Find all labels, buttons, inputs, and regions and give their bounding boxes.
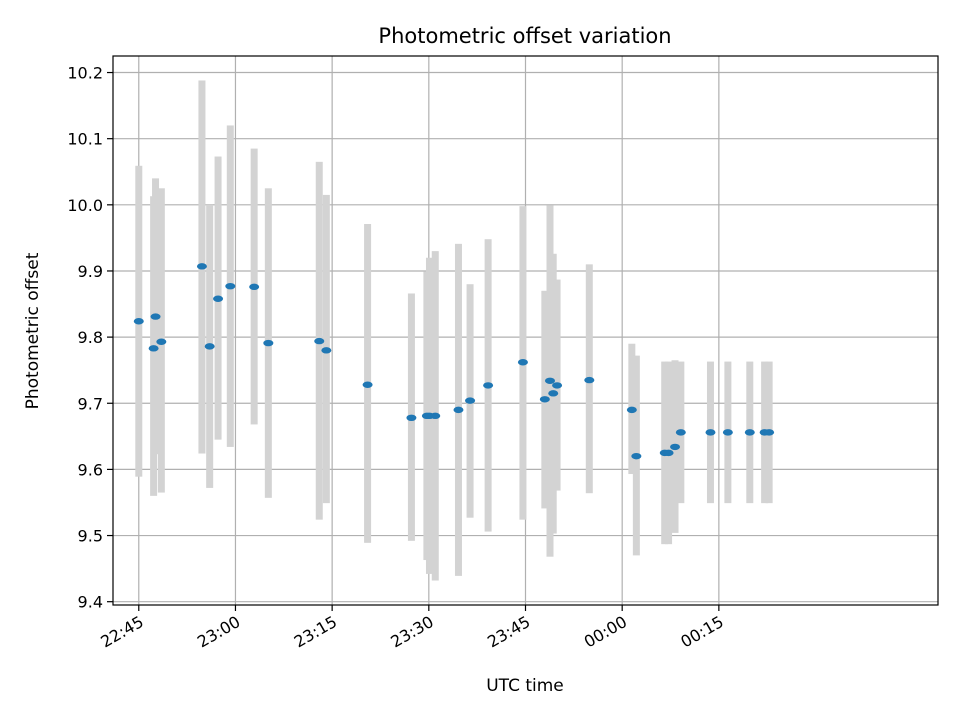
x-tick-label: 22:45	[97, 612, 146, 652]
data-point	[213, 295, 224, 302]
data-point	[321, 347, 332, 354]
y-tick-label: 10.2	[67, 64, 103, 83]
data-point	[133, 318, 144, 325]
y-tick-label: 10.0	[67, 196, 103, 215]
y-axis-label: Photometric offset	[23, 252, 43, 409]
x-tick-label: 23:45	[484, 612, 533, 652]
data-point	[517, 359, 528, 366]
x-tick-label: 23:30	[387, 612, 436, 652]
data-point	[225, 282, 236, 290]
data-point	[663, 449, 674, 457]
y-tick-label: 9.6	[78, 460, 103, 479]
x-tick-label: 23:15	[291, 612, 340, 652]
data-point	[314, 337, 325, 345]
data-point	[722, 429, 733, 436]
y-axis: 9.4 9.5 9.6 9.7 9.8 9.9 10.0 10.1 10.2	[67, 64, 113, 612]
data-point	[150, 313, 161, 320]
data-point	[263, 339, 274, 347]
x-axis-label: UTC time	[486, 676, 564, 696]
y-tick-label: 9.4	[78, 593, 103, 612]
x-axis: 22:45 23:00 23:15 23:30 23:45 00:00 00:15	[97, 605, 727, 652]
data-point	[453, 406, 464, 414]
y-tick-label: 9.7	[78, 394, 103, 413]
y-tick-label: 9.5	[78, 527, 103, 546]
data-point	[584, 376, 595, 384]
data-point	[675, 429, 686, 436]
x-tick-label: 00:00	[581, 612, 630, 652]
data-point	[631, 452, 642, 460]
chart-title: Photometric offset variation	[378, 24, 671, 48]
x-tick-label: 00:15	[677, 612, 726, 652]
data-point	[744, 429, 755, 436]
data-point	[670, 443, 681, 451]
error-bars	[135, 80, 773, 581]
data-point	[705, 429, 716, 436]
data-point	[465, 397, 476, 404]
y-tick-label: 10.1	[67, 130, 103, 149]
data-point	[148, 345, 159, 352]
data-point	[548, 390, 559, 397]
data-point	[196, 263, 207, 270]
data-point	[552, 382, 563, 389]
y-tick-label: 9.8	[78, 328, 103, 347]
data-point	[406, 414, 417, 422]
data-point	[539, 396, 550, 403]
data-point	[430, 412, 441, 420]
data-points	[133, 263, 775, 460]
data-point	[204, 343, 215, 350]
y-tick-label: 9.9	[78, 262, 103, 281]
data-point	[483, 382, 494, 389]
data-point	[362, 381, 373, 388]
data-point	[544, 377, 555, 384]
data-point	[156, 338, 167, 345]
x-tick-label: 23:00	[194, 612, 243, 652]
data-point	[249, 283, 260, 291]
data-point	[626, 406, 637, 414]
data-point	[764, 429, 775, 436]
